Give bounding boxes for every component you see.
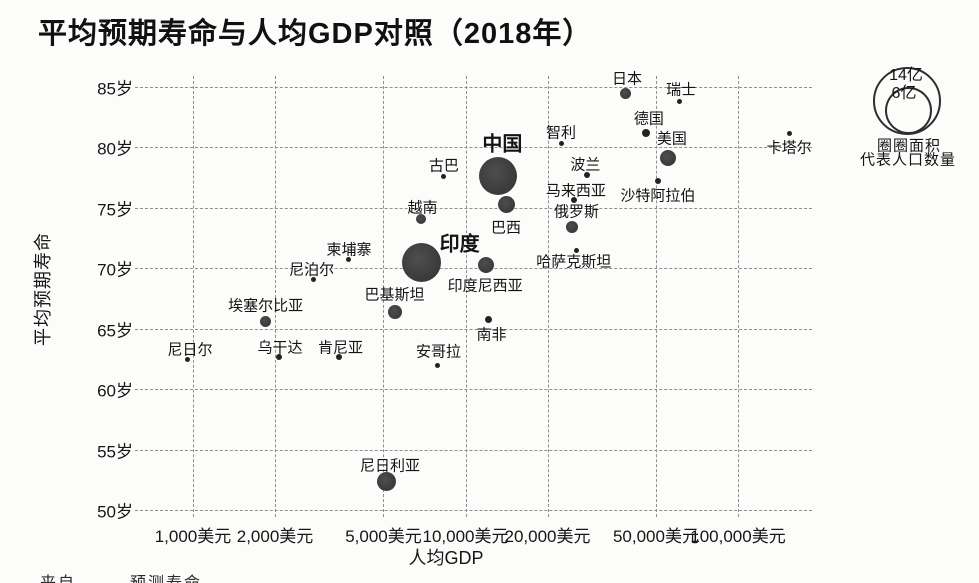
gridline-y-75 xyxy=(135,207,812,209)
bubble-kenya xyxy=(335,353,342,360)
country-label-poland: 波兰 xyxy=(570,156,601,174)
y-tick-label-85: 85岁 xyxy=(97,79,133,98)
bubble-south-africa xyxy=(484,315,492,323)
country-label-russia: 俄罗斯 xyxy=(554,203,600,221)
bubble-indonesia xyxy=(478,256,495,273)
y-tick-label-60: 60岁 xyxy=(97,381,133,401)
y-tick-label-55: 55岁 xyxy=(97,442,133,462)
bubble-nepal xyxy=(310,276,316,282)
gridline-y-65 xyxy=(135,328,812,330)
legend-caption-line1: 圈圈面积 xyxy=(876,137,942,154)
x-tick-label-20000: 20,000美元 xyxy=(504,527,591,546)
bubble-germany xyxy=(641,128,650,137)
gridline-x-20000 xyxy=(547,76,549,517)
country-label-kazakhstan: 哈萨克斯坦 xyxy=(536,253,612,271)
bubble-cuba xyxy=(440,173,446,179)
legend-inner-circle xyxy=(884,87,932,134)
x-tick-label-5000: 5,000美元 xyxy=(345,527,422,546)
legend-outer-label: 14亿 xyxy=(889,67,923,84)
country-label-switzerland: 瑞士 xyxy=(666,81,697,99)
country-label-germany: 德国 xyxy=(633,110,664,128)
bubble-china xyxy=(479,157,518,196)
bubble-pakistan xyxy=(387,304,402,319)
gridline-y-50 xyxy=(135,510,812,512)
country-label-usa: 美国 xyxy=(656,130,687,148)
gridline-x-10000 xyxy=(465,76,467,517)
country-label-malaysia: 马来西亚 xyxy=(545,182,606,200)
gridline-y-85 xyxy=(135,86,812,88)
chart-title: 平均预期寿命与人均GDP对照（2018年） xyxy=(38,18,593,50)
bubble-angola xyxy=(434,362,440,368)
x-tick-label-100000: 100,000美元 xyxy=(690,527,786,546)
legend-caption-line2: 代表人口数量 xyxy=(859,151,957,169)
bubble-switzerland xyxy=(676,98,682,104)
y-tick-label-75: 75岁 xyxy=(97,200,133,220)
gridline-y-70 xyxy=(135,268,812,270)
gridline-y-60 xyxy=(135,389,812,391)
x-tick-label-10000: 10,000美元 xyxy=(422,527,509,546)
bubble-usa xyxy=(659,149,676,166)
bubble-chile xyxy=(559,140,565,146)
country-label-japan: 日本 xyxy=(611,70,642,88)
gridline-x-50000 xyxy=(655,76,657,517)
country-label-qatar: 卡塔尔 xyxy=(766,139,812,157)
bubble-india xyxy=(402,242,442,282)
gridline-y-80 xyxy=(135,147,812,149)
bubble-uganda xyxy=(275,353,282,360)
bubble-brazil xyxy=(498,195,516,213)
country-label-uganda: 乌干达 xyxy=(257,339,303,357)
bubble-qatar xyxy=(786,131,792,137)
bubble-russia xyxy=(566,221,579,234)
bubble-niger xyxy=(185,356,191,362)
y-tick-label-80: 80岁 xyxy=(97,139,133,159)
country-label-chile: 智利 xyxy=(545,124,576,142)
bubble-vietnam xyxy=(416,213,427,224)
gridline-x-1000 xyxy=(193,76,194,517)
country-label-indonesia: 印度尼西亚 xyxy=(447,277,523,295)
legend-inner-label: 6亿 xyxy=(891,84,917,102)
gridline-x-2000 xyxy=(275,76,277,517)
country-label-nepal: 尼泊尔 xyxy=(289,261,335,279)
country-label-china: 中国 xyxy=(482,133,523,156)
gridline-x-5000 xyxy=(383,76,385,517)
country-label-vietnam: 越南 xyxy=(407,199,438,217)
bubble-japan xyxy=(620,88,632,100)
country-label-niger: 尼日尔 xyxy=(167,341,213,359)
x-tick-label-50000: 50,000美元 xyxy=(612,527,699,546)
country-label-pakistan: 巴基斯坦 xyxy=(364,286,425,304)
country-label-india: 印度 xyxy=(439,233,480,256)
y-tick-label-50: 50岁 xyxy=(97,502,133,522)
country-label-angola: 安哥拉 xyxy=(415,343,461,361)
country-label-saudi-arabia: 沙特阿拉伯 xyxy=(620,187,696,205)
bubble-nigeria xyxy=(377,471,397,491)
gridline-x-100000 xyxy=(738,76,739,517)
bubble-malaysia xyxy=(570,197,577,204)
country-label-brazil: 巴西 xyxy=(490,219,521,236)
x-tick-label-2000: 2,000美元 xyxy=(236,527,314,546)
country-label-cambodia: 柬埔寨 xyxy=(326,241,372,259)
y-tick-label-70: 70岁 xyxy=(97,260,133,280)
y-tick-label-65: 65岁 xyxy=(97,321,133,341)
y-axis-title: 平均预期寿命 xyxy=(33,232,53,346)
bubble-kazakhstan xyxy=(573,247,579,253)
x-tick-label-1000: 1,000美元 xyxy=(154,527,232,546)
country-label-south-africa: 南非 xyxy=(476,326,507,344)
x-axis-title: 人均GDP xyxy=(408,548,484,568)
bubble-saudi-arabia xyxy=(654,177,661,184)
country-label-cuba: 古巴 xyxy=(428,157,459,175)
country-label-nigeria: 尼日利亚 xyxy=(359,457,420,475)
bubble-ethiopia xyxy=(259,316,271,327)
bubble-poland xyxy=(583,171,590,178)
footer-source-text-clipped: 来自…… 预测寿命…… xyxy=(40,574,380,583)
country-label-kenya: 肯尼亚 xyxy=(318,339,364,357)
country-label-ethiopia: 埃塞尔比亚 xyxy=(228,297,304,315)
gridline-y-55 xyxy=(135,449,812,451)
bubble-cambodia xyxy=(345,257,351,263)
